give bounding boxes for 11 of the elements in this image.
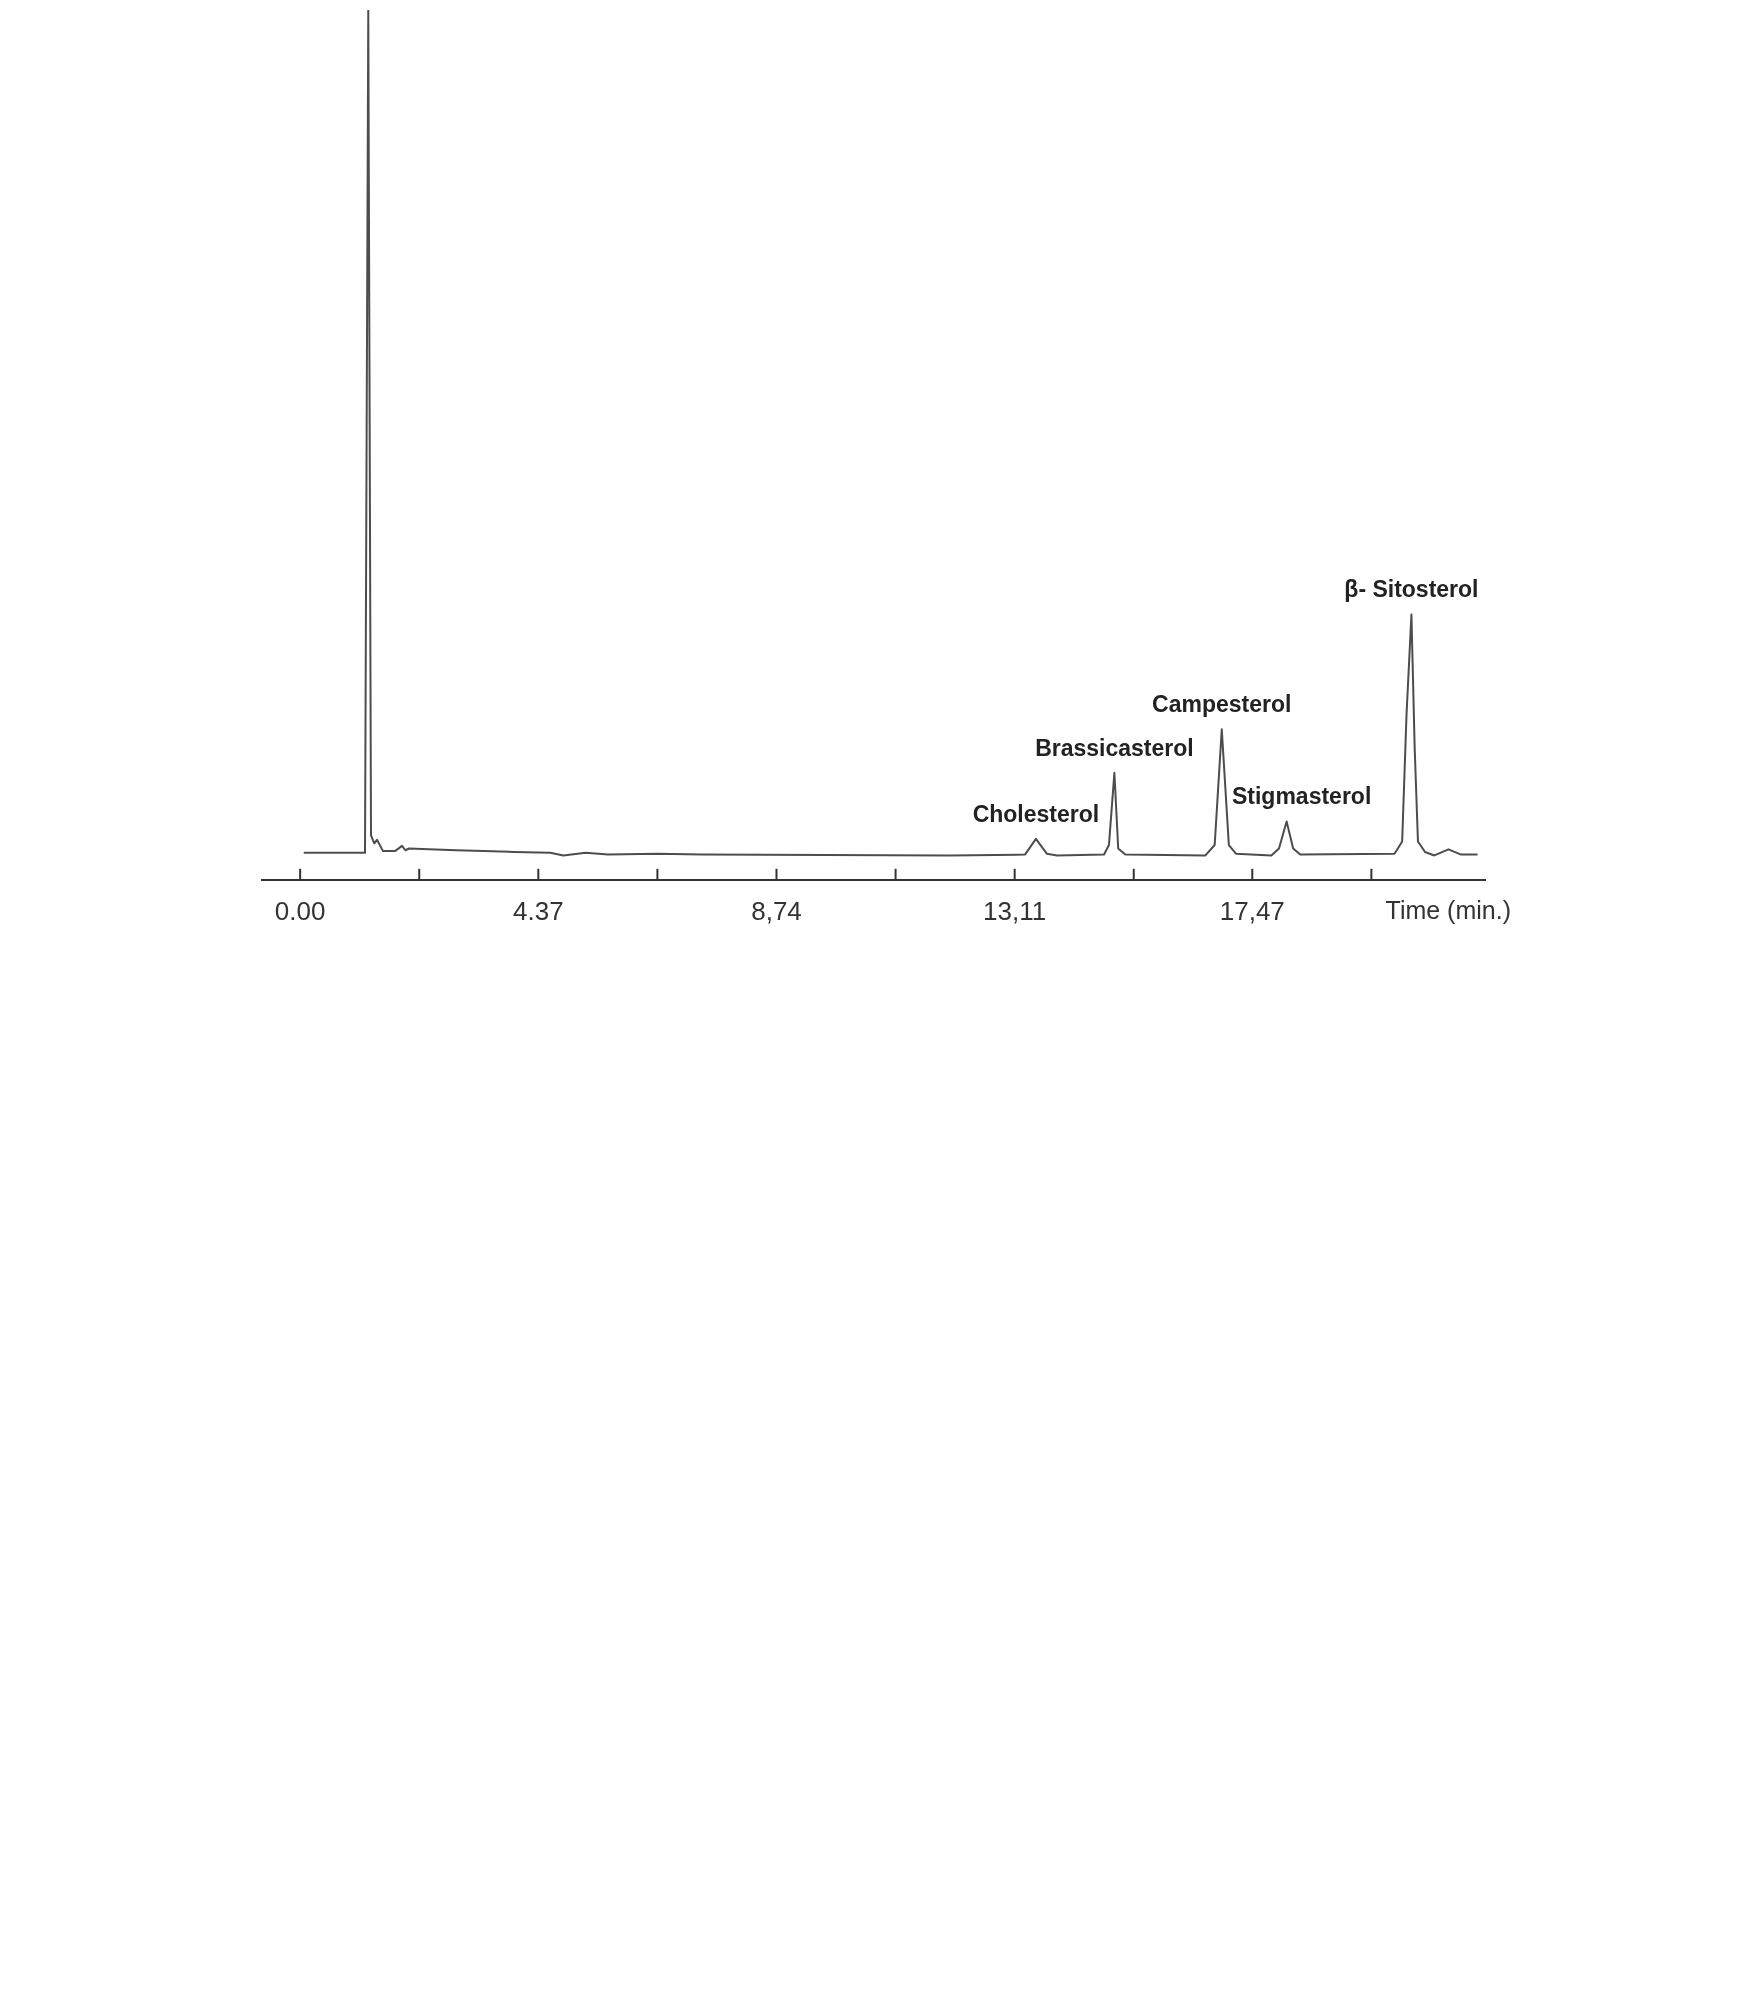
x-tick-label: 17,47 (1219, 895, 1285, 926)
x-tick-label: 13,11 (983, 895, 1047, 926)
x-tick-label: 0.00 (274, 895, 326, 926)
annotation: Cholesterol (972, 800, 1100, 827)
annotation: β- Sitosterol (1344, 576, 1479, 603)
x-axis-title: Time (min.) (1385, 895, 1511, 924)
annotation: Brassicasterol (1035, 734, 1194, 761)
x-tick-label: 8,74 (751, 895, 802, 926)
x-tick-label: 4.37 (513, 895, 564, 926)
annotation: Campesterol (1152, 691, 1292, 718)
annotation: Stigmasterol (1231, 783, 1372, 810)
